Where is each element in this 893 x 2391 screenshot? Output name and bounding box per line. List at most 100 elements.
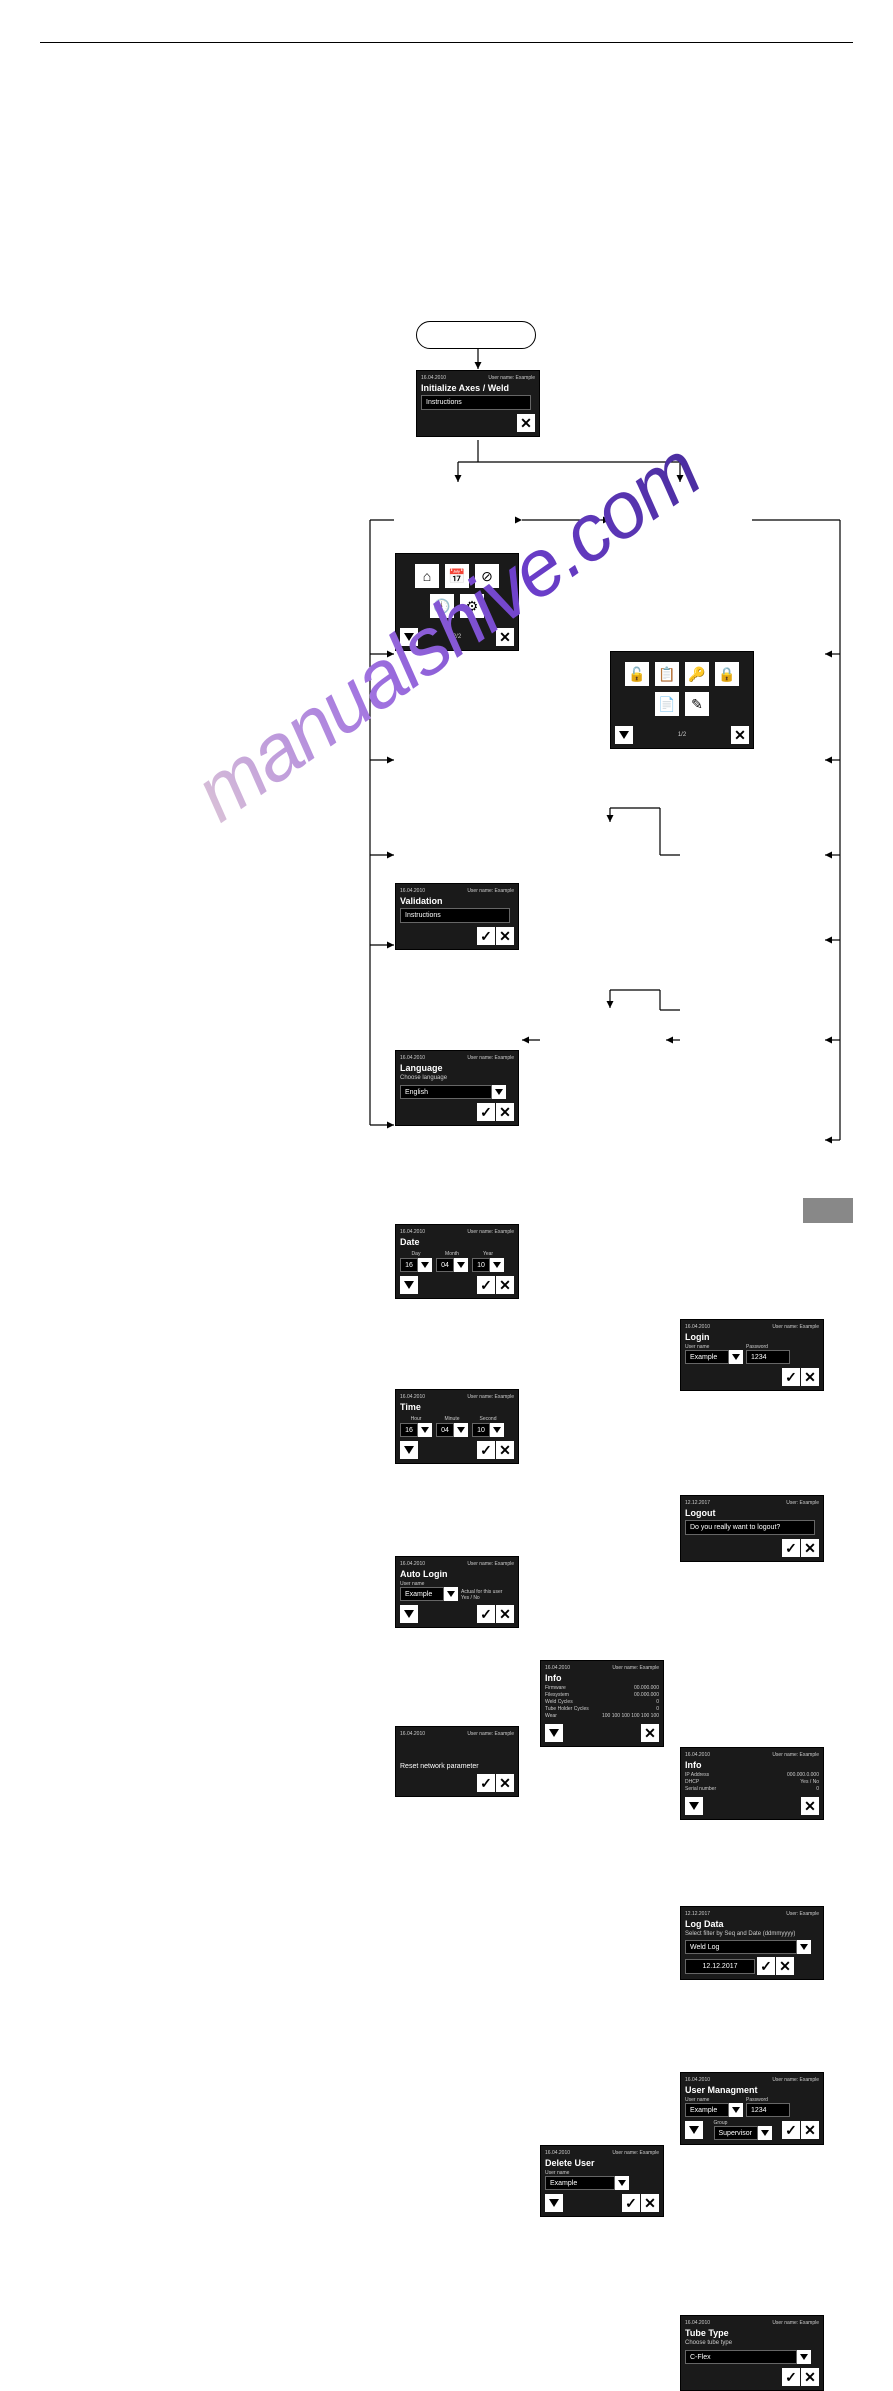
dropdown-button[interactable] [797,2350,811,2364]
nav-button[interactable] [400,1276,418,1294]
tube-type-select[interactable]: C-Flex [685,2350,797,2364]
confirm-button[interactable] [477,1441,495,1459]
close-button[interactable] [496,1276,514,1294]
panel-title: Language [400,1063,514,1073]
dropdown-button[interactable] [729,1350,743,1364]
nav-button[interactable] [685,1797,703,1815]
menu-icon[interactable]: ✎ [685,692,709,716]
confirm-button[interactable] [477,1605,495,1623]
confirm-button[interactable] [757,1957,775,1975]
instructions-field[interactable]: Instructions [421,395,531,410]
dropdown-button[interactable] [729,2103,743,2117]
menu-icon[interactable]: ⌂ [415,564,439,588]
flowchart: 16.04.2010User name: Example Initialize … [0,0,893,1263]
instructions-field[interactable]: Instructions [400,908,510,923]
menu-icon[interactable]: 📄 [655,692,679,716]
nav-button[interactable] [685,2121,703,2139]
close-button[interactable] [496,927,514,945]
dropdown-button[interactable] [492,1085,506,1099]
close-button[interactable] [496,1605,514,1623]
nav-button[interactable] [400,1605,418,1623]
user-select[interactable]: Example [400,1587,444,1601]
close-button[interactable] [496,1103,514,1121]
menu-icon[interactable]: 📋 [655,662,679,686]
close-button[interactable] [496,1774,514,1792]
close-button[interactable] [496,628,514,646]
close-button[interactable] [641,2194,659,2212]
panel-logout: 12.12.2017User: Example Logout Do you re… [680,1495,824,1562]
panel-log-data: 12.12.2017User: Example Log Data Select … [680,1906,824,1980]
panel-info-b: 16.04.2010User name: Example Info IP Add… [680,1747,824,1820]
confirm-button[interactable] [477,1276,495,1294]
year-field[interactable]: 10 [472,1258,490,1272]
second-field[interactable]: 10 [472,1423,490,1437]
panel-login: 16.04.2010User name: Example Login User … [680,1319,824,1391]
nav-button[interactable] [545,2194,563,2212]
page-down-button[interactable] [400,628,418,646]
panel-title: Info [685,1760,819,1770]
close-button[interactable] [801,2368,819,2386]
group-select[interactable]: Supervisor [714,2126,758,2140]
menu-icon[interactable]: 🔒 [715,662,739,686]
hour-field[interactable]: 16 [400,1423,418,1437]
nav-button[interactable] [400,1441,418,1459]
username-select[interactable]: Example [685,2103,729,2117]
menu-icon[interactable]: 📅 [445,564,469,588]
close-button[interactable] [731,726,749,744]
spinner-button[interactable] [418,1258,432,1272]
confirm-button[interactable] [782,2121,800,2139]
language-select[interactable]: English [400,1085,492,1099]
menu-icon[interactable]: ⊘ [475,564,499,588]
close-button[interactable] [776,1957,794,1975]
page-down-button[interactable] [615,726,633,744]
log-type-select[interactable]: Weld Log [685,1940,797,1954]
menu-icon[interactable]: 🕘 [430,594,454,618]
dropdown-button[interactable] [797,1940,811,1954]
minute-field[interactable]: 04 [436,1423,454,1437]
panel-date: 16.04.2010 [421,375,446,381]
spinner-button[interactable] [454,1423,468,1437]
close-button[interactable] [801,1368,819,1386]
log-date-field[interactable]: 12.12.2017 [685,1959,755,1974]
password-field[interactable]: 1234 [746,2103,790,2117]
panel-user-management: 16.04.2010User name: Example User Managm… [680,2072,824,2145]
panel-date: 16.04.2010User name: Example Date Day16 … [395,1224,519,1299]
menu-icon[interactable]: ⚙ [460,594,484,618]
panel-title: Initialize Axes / Weld [421,383,535,393]
close-button[interactable] [517,414,535,432]
start-terminal [416,321,536,349]
day-field[interactable]: 16 [400,1258,418,1272]
spinner-button[interactable] [418,1423,432,1437]
panel-delete-user: 16.04.2010User name: Example Delete User… [540,2145,664,2217]
username-select[interactable]: Example [545,2176,615,2190]
spinner-button[interactable] [454,1258,468,1272]
menu-icon[interactable]: 🔑 [685,662,709,686]
close-button[interactable] [641,1724,659,1742]
dropdown-button[interactable] [758,2126,772,2140]
logout-prompt: Do you really want to logout? [685,1520,815,1535]
close-button[interactable] [801,1539,819,1557]
close-button[interactable] [801,2121,819,2139]
confirm-button[interactable] [477,1774,495,1792]
confirm-button[interactable] [782,1368,800,1386]
spinner-button[interactable] [490,1423,504,1437]
confirm-button[interactable] [477,927,495,945]
panel-title: Log Data [685,1919,819,1929]
month-field[interactable]: 04 [436,1258,454,1272]
menu-icon[interactable]: 🔓 [625,662,649,686]
nav-button[interactable] [545,1724,563,1742]
username-select[interactable]: Example [685,1350,729,1364]
confirm-button[interactable] [782,2368,800,2386]
dropdown-button[interactable] [615,2176,629,2190]
panel-tube-type: 16.04.2010User name: Example Tube Type C… [680,2315,824,2391]
panel-validation: 16.04.2010User name: Example Validation … [395,883,519,950]
confirm-button[interactable] [782,1539,800,1557]
password-field[interactable]: 1234 [746,1350,790,1364]
close-button[interactable] [496,1441,514,1459]
confirm-button[interactable] [622,2194,640,2212]
dropdown-button[interactable] [444,1587,458,1601]
close-button[interactable] [801,1797,819,1815]
spinner-button[interactable] [490,1258,504,1272]
confirm-button[interactable] [477,1103,495,1121]
panel-time: 16.04.2010User name: Example Time Hour16… [395,1389,519,1464]
